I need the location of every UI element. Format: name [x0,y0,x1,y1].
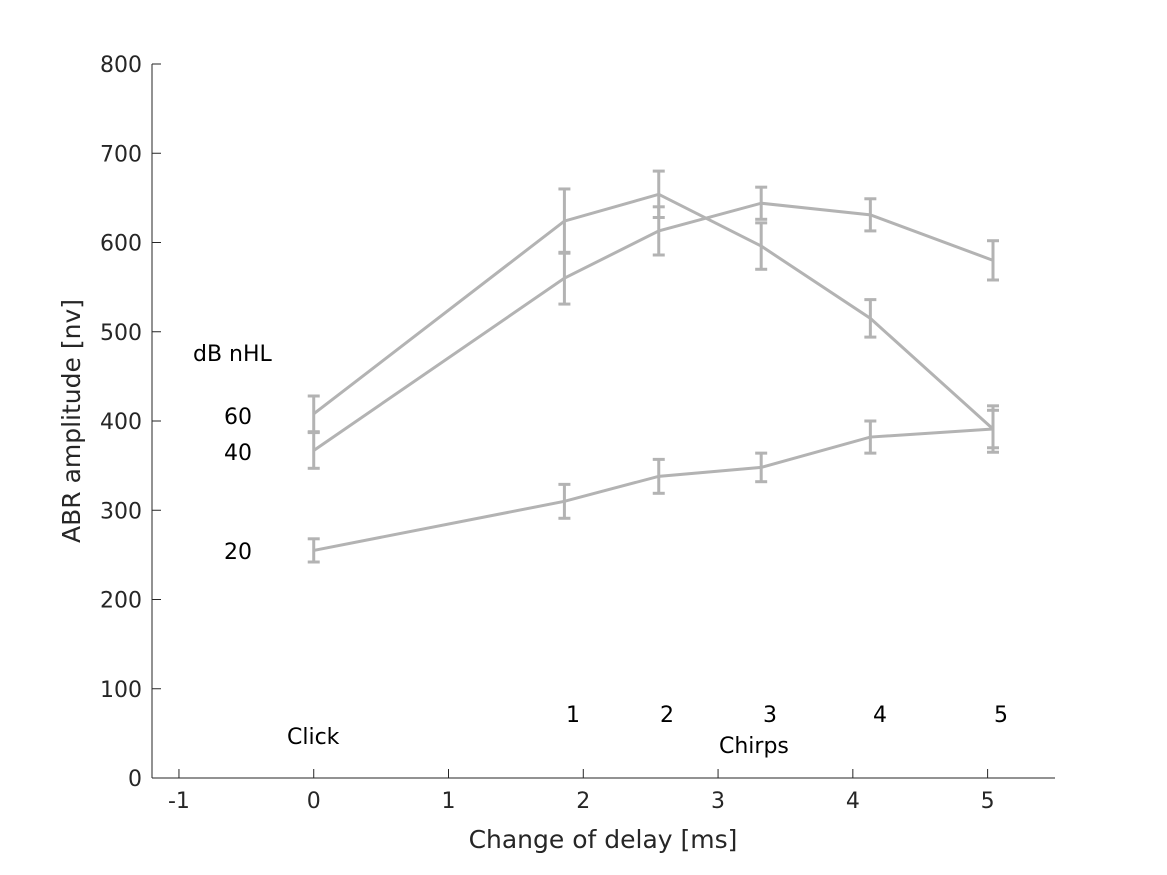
legend-title: dB nHL [193,342,273,367]
x-tick-label: 3 [711,789,725,814]
click-annotation: Click [287,725,340,750]
x-tick-label: 2 [576,789,590,814]
y-tick-label: 500 [100,321,142,346]
y-tick-label: 300 [100,499,142,524]
x-tick-label: 1 [442,789,456,814]
y-tick-label: 200 [100,589,142,614]
axes: -1 0 1 2 3 4 5 0 100 200 300 400 500 600 700 800 [100,53,1055,814]
series-line [313,427,994,552]
x-tick-label: 0 [307,789,321,814]
y-axis-label: ABR amplitude [nv] [57,299,86,543]
x-tick-label: 5 [981,789,995,814]
series-40-db [307,185,1000,470]
chirp-number-5: 5 [994,703,1008,728]
chirp-number-2: 2 [660,703,674,728]
chirp-number-1: 1 [566,703,580,728]
legend-label-40: 40 [224,441,252,466]
chirps-annotation: Chirps [719,734,789,759]
y-tick-label: 0 [128,767,142,792]
x-tick-label: 4 [846,789,860,814]
legend-label-20: 20 [224,540,252,565]
series-line [312,201,994,452]
chirp-number-3: 3 [763,703,777,728]
series-60-db [307,169,1000,454]
series-line [312,192,995,431]
series-20-db [307,408,1000,564]
x-tick-label: -1 [168,789,190,814]
y-tick-label: 800 [100,53,142,78]
y-tick-label: 700 [100,142,142,167]
legend-label-60: 60 [224,405,252,430]
x-axis-label: Change of delay [ms] [469,825,738,854]
y-tick-label: 100 [100,678,142,703]
y-tick-label: 600 [100,232,142,257]
series-group [307,169,1000,564]
y-tick-label: 400 [100,410,142,435]
chirp-number-4: 4 [873,703,887,728]
